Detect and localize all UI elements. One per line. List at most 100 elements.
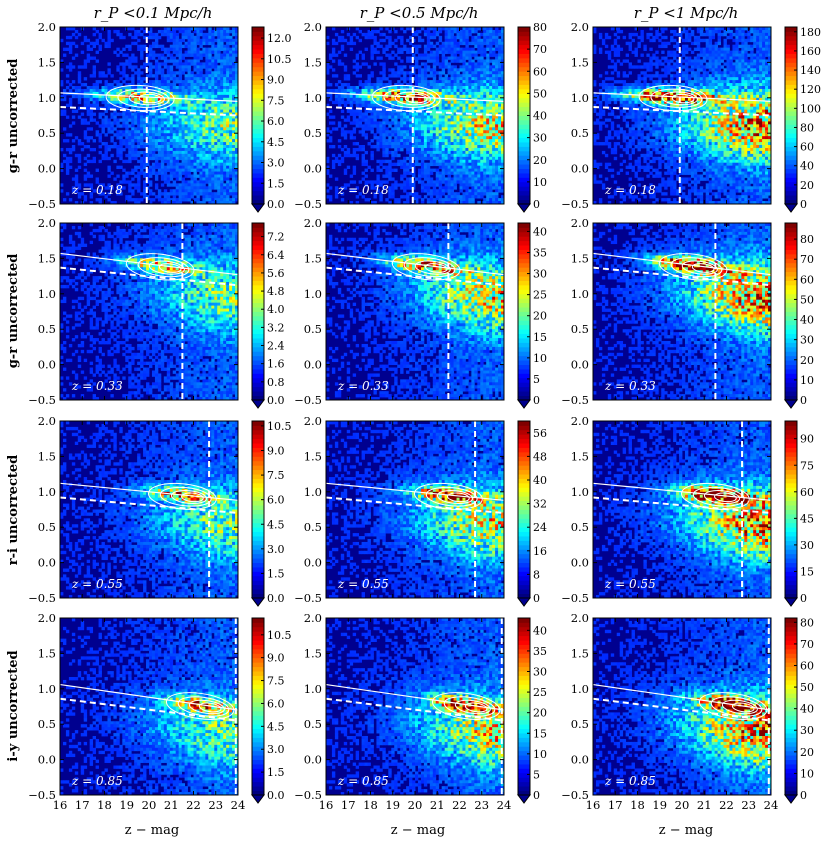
heatmap-cell — [400, 91, 404, 96]
heatmap-cell — [471, 139, 475, 143]
heatmap-cell — [181, 198, 185, 202]
heatmap-cell — [441, 136, 446, 140]
heatmap-cell — [107, 127, 111, 131]
heatmap-cell — [107, 62, 111, 66]
heatmap-cell — [367, 80, 371, 84]
colorbar-tick-label: 6.0 — [267, 115, 285, 128]
heatmap-cell — [489, 145, 493, 149]
heatmap-cell — [486, 150, 490, 155]
heatmap-cell — [60, 109, 64, 113]
heatmap-cell — [403, 91, 407, 96]
heatmap-cell — [122, 142, 126, 146]
heatmap-cell — [489, 106, 493, 110]
heatmap-cell — [178, 124, 183, 128]
heatmap-cell — [235, 77, 238, 81]
heatmap-cell — [235, 136, 238, 140]
heatmap-cell — [104, 186, 108, 190]
heatmap-cell — [474, 86, 478, 90]
heatmap-cell — [456, 133, 460, 137]
heatmap-cell — [220, 62, 224, 66]
heatmap-cell — [474, 139, 478, 143]
heatmap-cell — [178, 153, 183, 158]
heatmap-cell — [352, 109, 357, 113]
heatmap-cell — [205, 74, 209, 78]
heatmap-cell — [343, 77, 348, 81]
heatmap-cell — [140, 97, 144, 102]
heatmap-cell — [74, 177, 79, 181]
heatmap-cell — [128, 112, 132, 116]
heatmap-cell — [340, 38, 345, 43]
heatmap-cell — [364, 127, 368, 131]
heatmap-cell — [214, 195, 218, 199]
heatmap-cell — [205, 171, 209, 175]
heatmap-cell — [409, 115, 413, 119]
heatmap-cell — [137, 121, 141, 125]
heatmap-cell — [226, 41, 230, 46]
heatmap-cell — [98, 189, 102, 193]
heatmap-cell — [217, 112, 221, 116]
heatmap-cell — [211, 165, 215, 169]
heatmap-cell — [131, 171, 135, 175]
heatmap-cell — [95, 59, 99, 63]
heatmap-cell — [235, 165, 238, 169]
heatmap-cell — [214, 139, 218, 143]
heatmap-cell — [211, 118, 215, 122]
heatmap-cell — [426, 124, 431, 128]
heatmap-cell — [492, 71, 496, 75]
heatmap-cell — [483, 109, 487, 113]
heatmap-cell — [208, 59, 212, 63]
heatmap-cell — [480, 130, 484, 134]
colorbar-segment — [252, 115, 264, 121]
heatmap-cell — [397, 74, 401, 78]
heatmap-cell — [157, 112, 162, 116]
heatmap-cell — [435, 112, 440, 116]
heatmap-cell — [80, 65, 85, 69]
heatmap-cell — [178, 177, 183, 181]
heatmap-cell — [196, 53, 200, 57]
heatmap-cell — [334, 189, 339, 193]
heatmap-cell — [346, 183, 351, 187]
heatmap-cell — [226, 192, 230, 196]
heatmap-cell — [220, 41, 224, 46]
heatmap-cell — [104, 142, 108, 146]
heatmap-cell — [196, 88, 200, 93]
heatmap-cell — [364, 118, 368, 122]
heatmap-cell — [483, 29, 487, 34]
heatmap-cell — [423, 100, 428, 105]
heatmap-cell — [172, 109, 177, 113]
heatmap-cell — [178, 50, 183, 54]
heatmap-cell — [122, 124, 126, 128]
heatmap-cell — [441, 124, 446, 128]
heatmap-cell — [326, 112, 330, 116]
heatmap-cell — [151, 171, 156, 175]
heatmap-cell — [450, 124, 454, 128]
heatmap-cell — [169, 68, 174, 72]
heatmap-cell — [199, 147, 203, 152]
heatmap-cell — [417, 145, 422, 149]
heatmap-cell — [151, 91, 156, 96]
heatmap-cell — [226, 91, 230, 96]
heatmap-cell — [456, 77, 460, 81]
heatmap-cell — [202, 100, 206, 105]
heatmap-cell — [184, 77, 188, 81]
heatmap-cell — [101, 112, 105, 116]
heatmap-cell — [394, 198, 398, 202]
heatmap-cell — [423, 156, 428, 161]
heatmap-cell — [134, 35, 138, 40]
heatmap-cell — [140, 106, 144, 110]
heatmap-cell — [379, 94, 383, 99]
heatmap-cell — [364, 94, 368, 99]
heatmap-cell — [489, 156, 493, 161]
heatmap-cell — [104, 86, 108, 90]
heatmap-cell — [420, 162, 425, 167]
heatmap-cell — [471, 88, 475, 93]
heatmap-cell — [190, 127, 194, 131]
heatmap-cell — [74, 174, 79, 178]
heatmap-cell — [107, 68, 111, 72]
heatmap-cell — [223, 121, 227, 125]
heatmap-cell — [355, 156, 360, 161]
heatmap-cell — [483, 59, 487, 63]
heatmap-cell — [465, 130, 469, 134]
heatmap-cell — [480, 147, 484, 152]
heatmap-cell — [337, 59, 342, 63]
